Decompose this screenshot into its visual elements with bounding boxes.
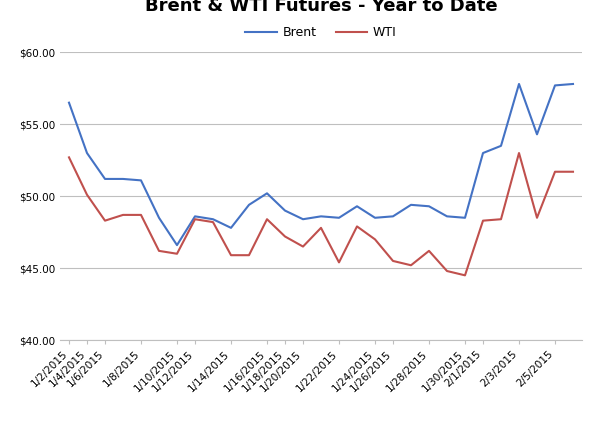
Brent	[533, 132, 541, 137]
Brent	[173, 242, 181, 248]
WTI	[209, 219, 217, 225]
WTI	[65, 155, 73, 160]
Brent	[209, 217, 217, 222]
WTI	[155, 248, 163, 253]
Legend: Brent, WTI: Brent, WTI	[240, 21, 402, 44]
Brent	[425, 204, 433, 209]
Brent	[155, 215, 163, 220]
WTI	[317, 225, 325, 231]
Brent	[119, 176, 127, 181]
WTI	[443, 269, 451, 274]
WTI	[461, 272, 469, 278]
WTI	[83, 192, 91, 198]
Brent	[83, 150, 91, 156]
Brent	[371, 215, 379, 220]
WTI	[335, 260, 343, 265]
WTI	[245, 252, 253, 258]
Line: WTI: WTI	[69, 153, 573, 275]
WTI	[371, 237, 379, 242]
Title: Brent & WTI Futures - Year to Date: Brent & WTI Futures - Year to Date	[145, 0, 497, 15]
Brent	[551, 83, 559, 88]
Brent	[461, 215, 469, 220]
Brent	[299, 217, 307, 222]
WTI	[263, 217, 271, 222]
WTI	[551, 169, 559, 174]
Brent	[407, 202, 415, 208]
WTI	[227, 252, 235, 258]
Brent	[479, 150, 487, 156]
Line: Brent: Brent	[69, 84, 573, 245]
Brent	[317, 214, 325, 219]
Brent	[281, 208, 289, 213]
WTI	[407, 262, 415, 268]
WTI	[497, 217, 505, 222]
Brent	[245, 202, 253, 208]
WTI	[389, 258, 397, 263]
WTI	[425, 248, 433, 253]
WTI	[101, 218, 109, 223]
Brent	[389, 214, 397, 219]
WTI	[137, 212, 145, 218]
Brent	[101, 176, 109, 181]
WTI	[119, 212, 127, 218]
WTI	[515, 150, 523, 156]
Brent	[515, 82, 523, 87]
WTI	[353, 224, 361, 229]
Brent	[443, 214, 451, 219]
WTI	[479, 218, 487, 223]
WTI	[173, 251, 181, 256]
Brent	[65, 100, 73, 105]
WTI	[569, 169, 577, 174]
Brent	[191, 214, 199, 219]
WTI	[191, 217, 199, 222]
WTI	[281, 234, 289, 239]
WTI	[533, 215, 541, 220]
Brent	[569, 82, 577, 87]
Brent	[227, 225, 235, 231]
Brent	[497, 143, 505, 148]
WTI	[299, 244, 307, 249]
Brent	[263, 191, 271, 196]
Brent	[137, 178, 145, 183]
Brent	[335, 215, 343, 220]
Brent	[353, 204, 361, 209]
